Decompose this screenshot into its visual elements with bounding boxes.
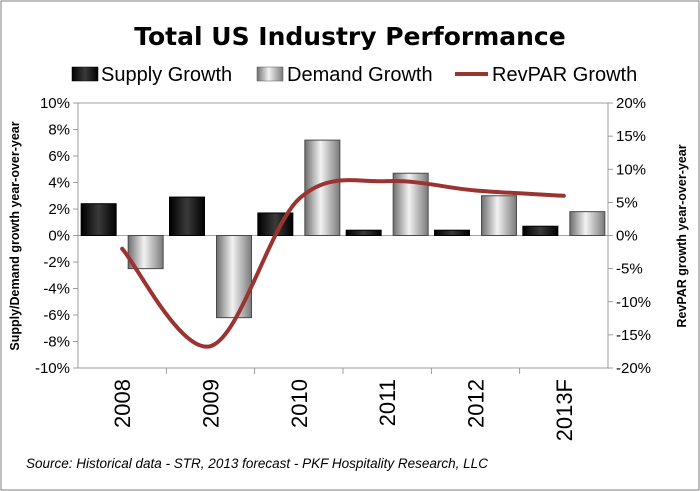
supply-bar (522, 225, 559, 237)
source-note: Source: Historical data - STR, 2013 fore… (26, 456, 488, 471)
revpar-line-layer (120, 178, 566, 349)
right-axis-tick-label: 15% (616, 128, 646, 145)
category-label: 2010 (287, 379, 312, 428)
demand-bar (481, 195, 517, 236)
chart-title: Total US Industry Performance (134, 22, 565, 51)
demand-bar (304, 139, 341, 237)
supply-bar (80, 203, 117, 236)
left-axis-tick-label: 0% (48, 228, 70, 245)
right-axis-tick-label: 20% (616, 95, 646, 112)
supply-bar (345, 229, 382, 236)
right-axis-title: RevPAR growth year-over-year (675, 144, 689, 327)
left-axis: 10% 8% 6% 4% 2% 0% -2% -4% -6% -8% -10% (35, 95, 78, 377)
legend-swatch-supply (71, 66, 99, 82)
category-dividers (78, 235, 608, 374)
left-axis-tick-label: -8% (43, 334, 70, 351)
supply-bar (434, 229, 470, 236)
left-axis-tick-label: -6% (43, 307, 70, 324)
category-label: 2008 (110, 379, 135, 428)
left-axis-tick-label: 2% (48, 201, 70, 218)
legend-label-supply: Supply Growth (101, 64, 232, 86)
right-axis-tick-label: 10% (616, 161, 646, 178)
legend-label-demand: Demand Growth (287, 64, 433, 86)
right-axis-tick-label: 5% (616, 194, 638, 211)
category-labels: 2008 2009 2010 2011 2012 2013F (110, 379, 577, 441)
category-label: 2011 (375, 379, 400, 426)
left-axis-tick-label: 4% (48, 175, 70, 192)
right-axis-tick-label: -5% (616, 261, 643, 278)
supply-bar (169, 196, 205, 236)
category-label: 2013F (552, 379, 577, 441)
left-axis-title: Supply/Demand growth year-over-year (8, 121, 22, 350)
left-axis-tick-label: 6% (48, 148, 70, 165)
left-axis-tick-label: -2% (43, 254, 70, 271)
category-label: 2009 (199, 379, 224, 428)
right-axis-tick-label: 0% (616, 228, 638, 245)
right-axis: 20% 15% 10% 5% 0% -5% -10% -15% -20% (608, 95, 651, 377)
category-label: 2012 (464, 379, 489, 428)
left-axis-tick-label: -10% (35, 360, 70, 377)
right-axis-tick-label: -10% (616, 294, 651, 311)
right-axis-tick-label: -20% (616, 360, 651, 377)
left-axis-tick-label: 10% (40, 95, 70, 112)
legend-swatch-demand (256, 66, 284, 82)
left-axis-tick-label: -4% (43, 281, 70, 298)
left-axis-tick-label: 8% (48, 122, 70, 139)
right-axis-tick-label: -15% (616, 327, 651, 344)
demand-bar (569, 211, 606, 236)
demand-bar (216, 235, 252, 319)
legend: Supply Growth Demand Growth RevPAR Growt… (71, 64, 637, 86)
legend-label-revpar: RevPAR Growth (492, 64, 637, 86)
